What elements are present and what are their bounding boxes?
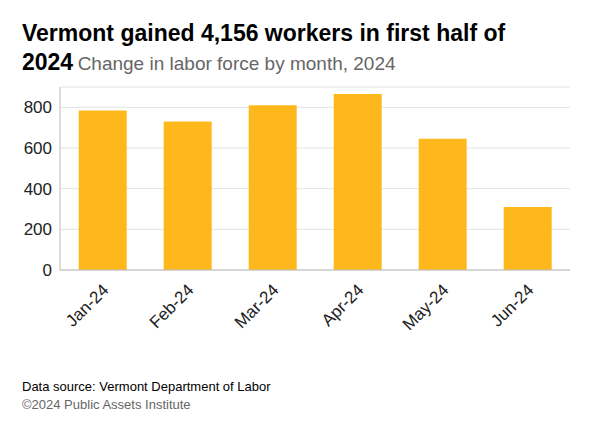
svg-text:May-24: May-24 xyxy=(399,280,453,332)
svg-text:800: 800 xyxy=(24,98,52,117)
svg-text:600: 600 xyxy=(24,139,52,158)
svg-text:Jan-24: Jan-24 xyxy=(62,280,112,330)
svg-text:0: 0 xyxy=(43,261,52,280)
svg-text:Jun-24: Jun-24 xyxy=(487,280,537,330)
svg-text:Mar-24: Mar-24 xyxy=(231,280,283,332)
html-text:©2024 Public Assets Institute: ©2024 Public Assets Institute xyxy=(22,397,191,412)
svg-text:400: 400 xyxy=(24,180,52,199)
svg-text:Apr-24: Apr-24 xyxy=(318,280,368,330)
svg-text:Feb-24: Feb-24 xyxy=(146,280,198,332)
html-text:Vermont gained 4,156 workers i: Vermont gained 4,156 workers in first ha… xyxy=(22,20,506,75)
html-text:Data source: Vermont Departmen: Data source: Vermont Department of Labor xyxy=(22,379,271,394)
svg-text:200: 200 xyxy=(24,220,52,239)
